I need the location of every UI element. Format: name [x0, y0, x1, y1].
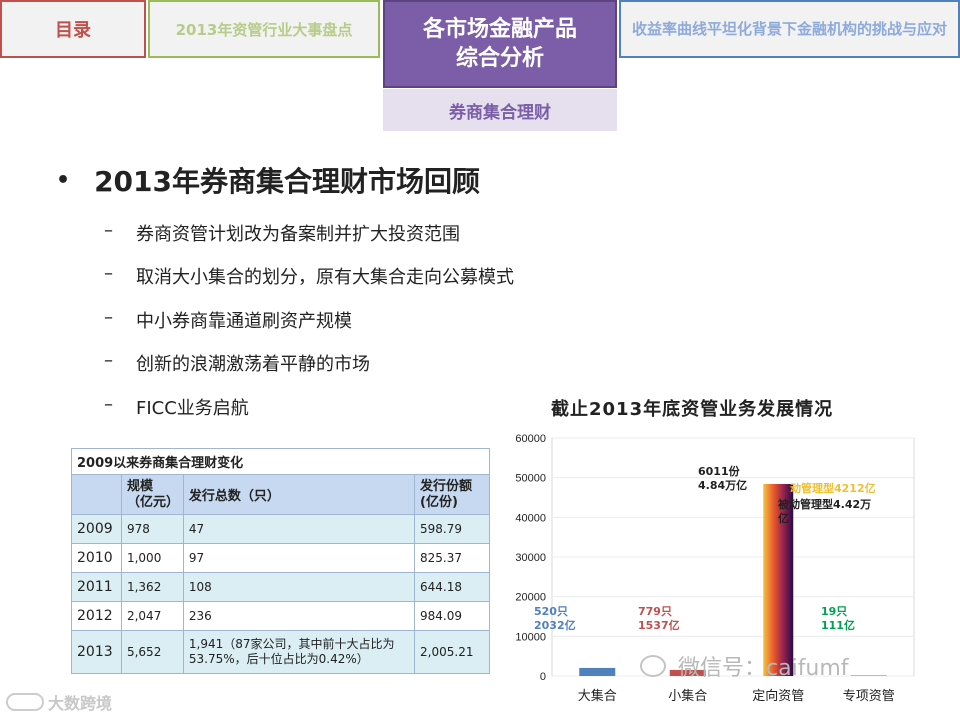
table-cell: 2012	[71, 601, 122, 631]
data-table: 2009以来券商集合理财变化 规模 （亿元） 发行总数（只） 发行份额 (亿份)…	[71, 448, 491, 674]
watermark-text: 微信号：caifumf	[678, 656, 849, 681]
y-tick-label: 10000	[515, 631, 546, 643]
brand-icon	[6, 693, 44, 711]
table-cell: 984.09	[414, 601, 490, 631]
sub-bullet: – 取消大小集合的划分，原有大集合走向公募模式	[104, 263, 514, 289]
main-bullet: • 2013年券商集合理财市场回顾	[56, 160, 480, 200]
main-bullet-text: 2013年券商集合理财市场回顾	[94, 165, 480, 198]
bar-chart: 0 10000 20000 30000 40000 50000 60000 大集合 小集合 定向…	[508, 430, 960, 720]
dash-icon: –	[104, 350, 113, 371]
table-cell: 97	[182, 543, 416, 573]
table-row: 2009 978 47 598.79	[71, 514, 490, 544]
x-tick-label: 小集合	[668, 688, 707, 704]
chart-svg: 0 10000 20000 30000 40000 50000 60000 大集合 小集合 定向…	[515, 433, 915, 704]
x-tick-label: 专项资管	[843, 689, 895, 704]
wechat-icon	[640, 655, 666, 677]
table-header: 规模 （亿元）	[120, 474, 184, 515]
table-cell: 2,047	[120, 601, 184, 631]
sub-bullet: – 创新的浪潮激荡着平静的市场	[104, 350, 370, 376]
tab-toc-label: 目录	[55, 20, 91, 41]
table-cell: 2011	[71, 572, 122, 602]
subtab-broker[interactable]: 券商集合理财	[383, 89, 617, 131]
annotation-text: 6011份	[698, 465, 740, 478]
table-cell: 2,005.21	[414, 630, 490, 674]
sub-bullet-text: 取消大小集合的划分，原有大集合走向公募模式	[136, 267, 514, 288]
brand-logo: 大数跨境	[6, 690, 112, 714]
annotation-text: 520只	[534, 605, 568, 618]
annotation-text: 111亿	[821, 619, 855, 632]
annotation-text: 亿	[778, 512, 789, 525]
table-cell: 236	[182, 601, 416, 631]
dash-icon: –	[104, 263, 113, 284]
y-tick-label: 0	[540, 671, 546, 683]
dash-icon: –	[104, 394, 113, 415]
bar	[579, 667, 616, 676]
annotation-text: 1537亿	[638, 619, 680, 632]
table-cell: 1,000	[120, 543, 184, 573]
y-tick-label: 60000	[515, 433, 546, 445]
tab-toc[interactable]: 目录	[0, 0, 146, 58]
sub-bullet: – 中小券商靠通道刷资产规模	[104, 307, 352, 333]
table-cell: 2013	[71, 630, 122, 674]
annotation-text: 779只	[638, 605, 672, 618]
tab-events[interactable]: 2013年资管行业大事盘点	[148, 0, 380, 58]
table-row: 2013 5,652 1,941（87家公司，其中前十大占比为53.75%，后十…	[71, 630, 490, 674]
y-tick-label: 20000	[515, 592, 546, 604]
stack-label-passive: 被动管理型4.42万 亿	[778, 498, 871, 526]
sub-bullet-text: 创新的浪潮激荡着平静的市场	[136, 354, 370, 375]
brand-text: 大数跨境	[48, 694, 113, 713]
sub-bullet-text: FICC业务启航	[136, 398, 249, 419]
table-cell: 2009	[71, 514, 122, 544]
table-cell: 1,362	[120, 572, 184, 602]
wechat-watermark: 微信号：caifumf	[640, 650, 849, 682]
y-tick-label: 40000	[515, 512, 546, 524]
x-tick-label: 定向资管	[752, 688, 804, 704]
table-header: 发行总数（只）	[182, 474, 416, 515]
tab-analysis-label-1: 各市场金融产品	[422, 17, 577, 42]
sub-bullet: – FICC业务启航	[104, 394, 249, 420]
annotation-text: 被动管理型4.42万	[778, 498, 872, 511]
sub-bullet-text: 中小券商靠通道刷资产规模	[136, 311, 352, 332]
sub-bullet-text: 券商资管计划改为备案制并扩大投资范围	[136, 224, 460, 245]
tab-events-label: 2013年资管行业大事盘点	[175, 20, 353, 39]
annotation-text: 2032亿	[534, 619, 576, 632]
annotation-xiaojihe: 779只 1537亿	[638, 605, 680, 633]
table-row: 2011 1,362 108 644.18	[71, 572, 490, 602]
chart-title: 截止2013年底资管业务发展情况	[551, 399, 834, 420]
tab-analysis-label-2: 综合分析	[455, 46, 544, 71]
tab-yield[interactable]: 收益率曲线平坦化背景下金融机构的挑战与应对	[619, 0, 960, 58]
annotation-dajihe: 520只 2032亿	[534, 605, 576, 633]
stack-label-active: 动管理型4212亿	[790, 482, 876, 495]
annotation-dingxiang: 6011份 4.84万亿	[698, 465, 747, 493]
table-row: 2012 2,047 236 984.09	[71, 601, 490, 631]
bar	[669, 669, 706, 676]
table-cell: 108	[182, 572, 416, 602]
annotation-text: 19只	[821, 605, 848, 618]
y-tick-label: 30000	[515, 552, 546, 564]
table-cell: 598.79	[414, 514, 490, 544]
bullet-dot-icon: •	[56, 167, 71, 193]
annotation-zhuanxiang: 19只 111亿	[821, 605, 855, 633]
table-cell: 2010	[71, 543, 122, 573]
table-header: 发行份额 (亿份)	[414, 474, 490, 515]
table-cell: 5,652	[120, 630, 184, 674]
table-cell: 978	[120, 514, 184, 544]
y-tick-label: 50000	[515, 473, 546, 485]
x-tick-label: 大集合	[578, 688, 617, 704]
tab-analysis[interactable]: 各市场金融产品 综合分析	[383, 0, 617, 88]
table-cell: 47	[182, 514, 416, 544]
dash-icon: –	[104, 220, 113, 241]
bar	[763, 484, 794, 676]
annotation-text: 4.84万亿	[698, 479, 748, 492]
tab-yield-label: 收益率曲线平坦化背景下金融机构的挑战与应对	[631, 20, 947, 38]
table-cell: 644.18	[414, 572, 490, 602]
table-cell: 825.37	[414, 543, 490, 573]
table-cell: 1,941（87家公司，其中前十大占比为53.75%，后十位占比为0.42%）	[182, 630, 416, 674]
table-header	[71, 474, 122, 515]
dash-icon: –	[104, 307, 113, 328]
sub-bullet: – 券商资管计划改为备案制并扩大投资范围	[104, 220, 460, 246]
subtab-broker-label: 券商集合理财	[449, 102, 551, 123]
table-row: 2010 1,000 97 825.37	[71, 543, 490, 573]
table-caption: 2009以来券商集合理财变化	[71, 448, 490, 475]
